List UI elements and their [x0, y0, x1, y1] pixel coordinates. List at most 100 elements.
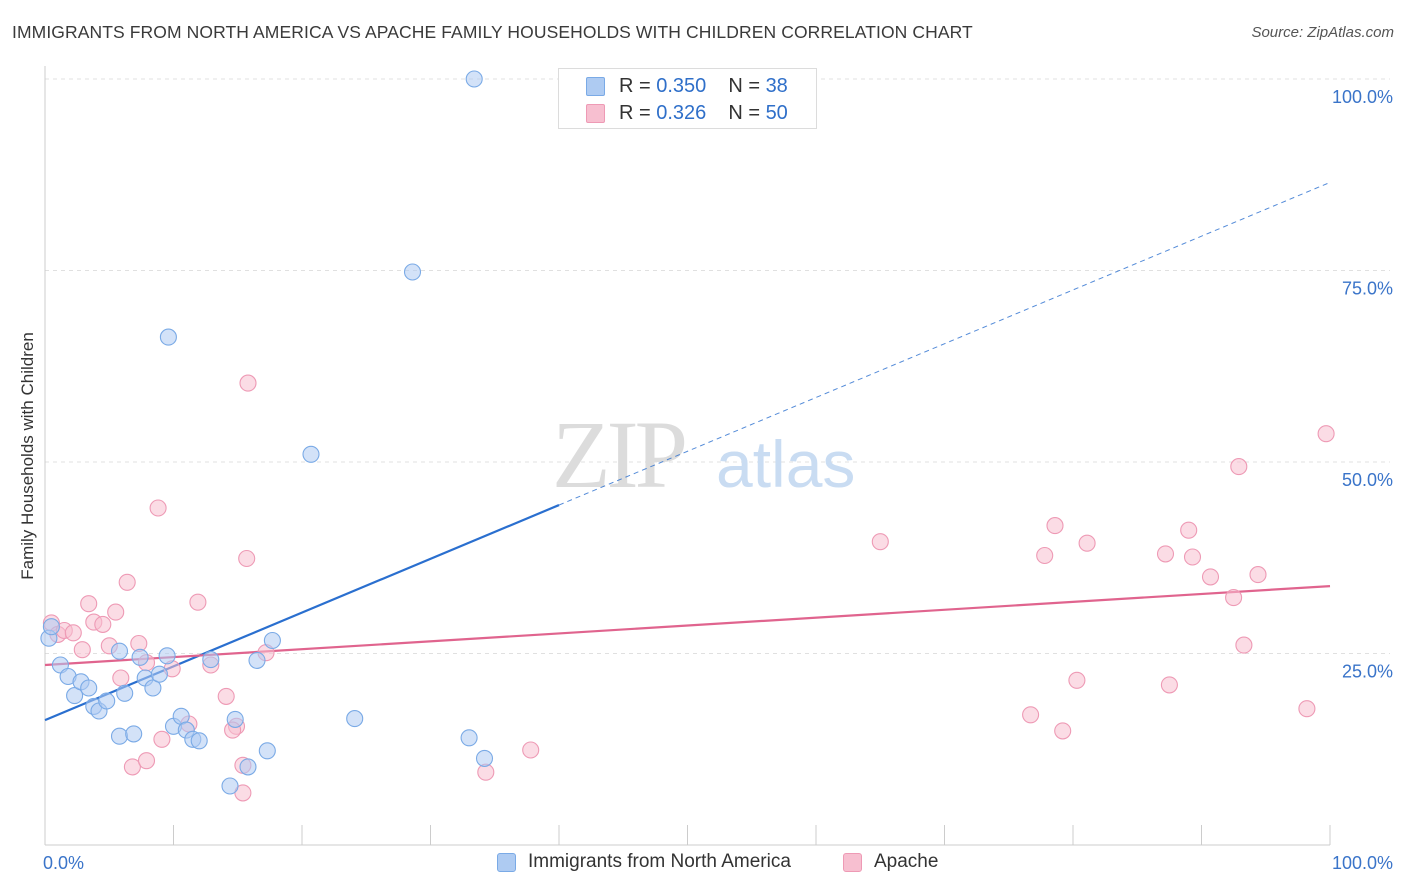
n-label: N = [728, 74, 760, 97]
data-point-apache [1068, 671, 1086, 689]
tick-labels: 25.0% 50.0% 75.0% 100.0% 0.0% 100.0% [43, 87, 1393, 873]
data-point-apache [80, 595, 98, 613]
data-point-apache [189, 593, 207, 611]
chart-title: IMMIGRANTS FROM NORTH AMERICA VS APACHE … [12, 22, 973, 42]
y-tick-label: 25.0% [1342, 662, 1393, 682]
trend-line-immigrants-projection [558, 181, 1331, 506]
r-value: 0.326 [656, 101, 707, 124]
data-point-immigrants [159, 328, 177, 346]
r-value: 0.350 [656, 74, 707, 97]
data-point-immigrants [110, 727, 129, 745]
legend-swatch-pink [843, 852, 862, 872]
data-point-apache [73, 641, 91, 659]
trend-lines [44, 181, 1331, 722]
data-point-immigrants [131, 648, 149, 666]
data-point-apache [238, 549, 256, 568]
data-point-immigrants [150, 665, 168, 683]
y-tick-label: 75.0% [1342, 279, 1393, 299]
data-point-apache [112, 669, 130, 687]
chart-source: Source: ZipAtlas.com [1251, 24, 1394, 41]
watermark: ZIP atlas [552, 401, 855, 508]
data-point-immigrants [158, 647, 176, 665]
data-point-apache [522, 741, 540, 759]
data-point-apache [1230, 458, 1248, 476]
data-point-immigrants [239, 758, 257, 776]
data-point-apache [1225, 589, 1243, 607]
data-point-apache [1046, 517, 1064, 535]
data-point-immigrants [263, 631, 281, 650]
data-point-immigrants [403, 263, 422, 281]
data-point-apache [94, 615, 112, 633]
r-label: R = [619, 74, 651, 97]
data-point-apache [1249, 566, 1267, 584]
legend-swatch-blue [497, 852, 516, 872]
data-point-apache [1078, 534, 1096, 552]
legend-swatch-blue [586, 76, 605, 96]
data-points [40, 70, 1335, 802]
n-value: 50 [765, 101, 788, 124]
data-point-immigrants [190, 732, 208, 750]
data-point-immigrants [116, 684, 134, 702]
data-point-immigrants [346, 710, 364, 728]
data-point-immigrants [465, 70, 483, 88]
x-tick-label: 100.0% [1332, 853, 1393, 873]
data-point-immigrants [460, 729, 478, 747]
grid-lines [45, 78, 1390, 654]
data-point-immigrants [125, 725, 143, 743]
data-point-apache [871, 533, 889, 551]
stats-legend-row-immigrants: R = 0.350 N = 38 [586, 74, 788, 98]
data-point-apache [1298, 700, 1316, 718]
data-point-apache [1022, 706, 1040, 724]
trend-line-immigrants [44, 504, 560, 722]
stats-legend: R = 0.350 N = 38 R = 0.326 N = 50 [558, 68, 817, 129]
data-point-immigrants [302, 445, 320, 463]
data-point-apache [118, 573, 136, 591]
data-point-immigrants [98, 692, 116, 710]
stats-legend-row-apache: R = 0.326 N = 50 [586, 101, 788, 125]
data-point-apache [239, 374, 257, 392]
y-tick-label: 100.0% [1332, 87, 1393, 107]
data-point-apache [107, 603, 125, 621]
data-point-immigrants [144, 679, 162, 697]
legend-item-immigrants: Immigrants from North America [497, 851, 791, 873]
x-tick-label: 0.0% [43, 853, 84, 873]
data-point-apache [1183, 548, 1202, 566]
data-point-apache [1235, 636, 1253, 654]
data-point-apache [1156, 545, 1175, 563]
data-point-apache [1054, 722, 1072, 740]
data-point-apache [1036, 546, 1054, 565]
data-point-immigrants [80, 679, 98, 697]
data-point-immigrants [202, 651, 220, 669]
data-point-apache [64, 624, 82, 642]
data-point-apache [1160, 676, 1178, 694]
y-axis-label: Family Households with Children [18, 332, 37, 580]
data-point-apache [1317, 425, 1335, 443]
data-point-immigrants [475, 749, 494, 767]
data-point-apache [153, 730, 171, 748]
data-point-immigrants [42, 618, 60, 636]
legend-label: Apache [874, 851, 939, 872]
data-point-immigrants [258, 742, 276, 760]
n-value: 38 [765, 74, 788, 97]
data-point-immigrants [66, 687, 84, 705]
data-point-apache [217, 687, 235, 705]
axes [44, 66, 1331, 846]
data-point-immigrants [248, 651, 266, 669]
data-point-apache [137, 752, 156, 770]
data-point-apache [1201, 568, 1220, 586]
data-point-immigrants [226, 710, 244, 728]
data-point-immigrants [221, 777, 239, 795]
y-tick-label: 50.0% [1342, 470, 1393, 490]
r-label: R = [619, 101, 651, 124]
legend-label: Immigrants from North America [528, 851, 791, 872]
watermark-atlas: atlas [716, 427, 855, 501]
n-label: N = [728, 101, 760, 124]
data-point-immigrants [110, 642, 129, 660]
legend-item-apache: Apache [843, 851, 938, 873]
data-point-apache [149, 499, 167, 517]
legend-swatch-pink [586, 103, 605, 123]
data-point-apache [123, 758, 141, 776]
data-point-apache [1180, 521, 1198, 539]
watermark-zip: ZIP [552, 401, 685, 508]
